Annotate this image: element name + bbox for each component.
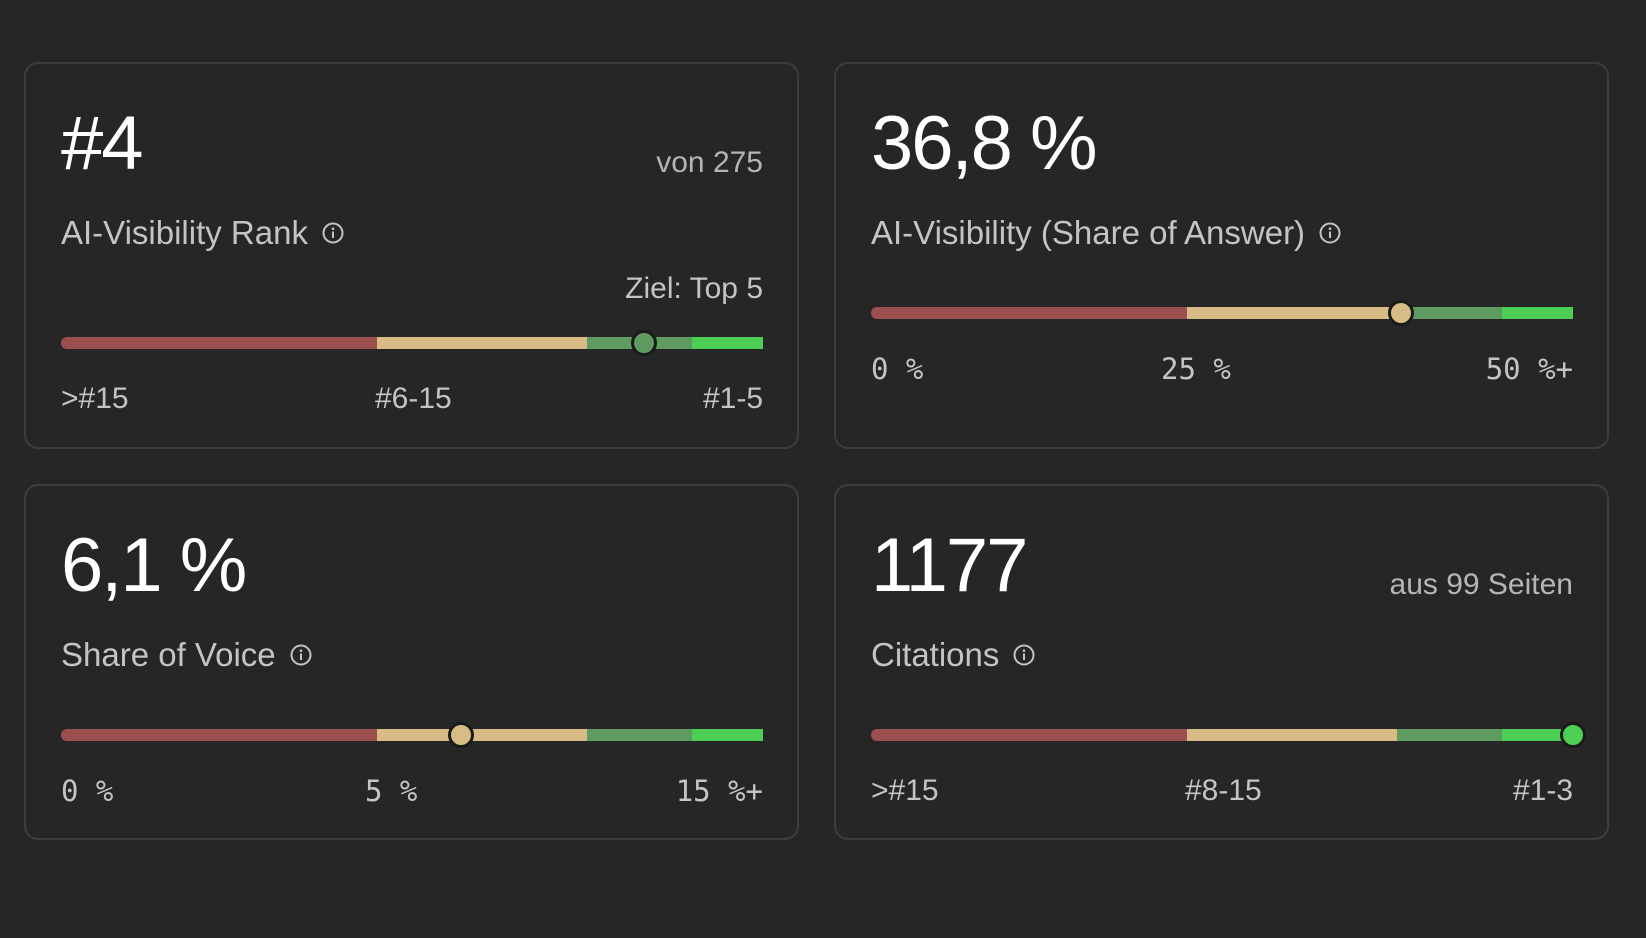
share-of-voice-scale-labels: 0 % 5 % 15 %+ [61,774,763,810]
scale-segment-bright-green [1502,729,1573,741]
tick-label: 15 %+ [675,774,763,808]
tick-label: >#15 [871,774,939,807]
scale-segment-bright-green [1502,307,1573,319]
share-of-answer-scale-bar [871,300,1573,326]
tick-label: #1-3 [1512,774,1573,807]
share-of-answer-marker [1388,300,1414,326]
info-icon[interactable] [1319,222,1341,244]
share-of-voice-card: 6,1 % Share of Voice 0 % 5 % 15 %+ [24,484,799,840]
share-of-voice-scale-bar [61,722,763,748]
scale-segment-dark-green [1397,729,1503,741]
tick-label: 0 % [61,774,114,808]
tick-label: >#15 [61,382,129,415]
scale-segment-red [871,729,1187,741]
share-of-voice-label-row: Share of Voice [61,636,312,674]
share-of-voice-marker [448,722,475,748]
share-of-voice-label: Share of Voice [61,636,276,673]
rank-goal: Ziel: Top 5 [625,272,763,305]
scale-segment-red [61,337,377,349]
scale-segment-beige [1186,307,1398,319]
scale-segment-dark-green [1397,307,1503,319]
scale-segment-red [61,729,377,741]
citations-label-row: Citations [871,636,1035,674]
rank-scale-labels: >#15 #6-15 #1-5 [61,382,763,418]
scale-segment-beige [376,337,588,349]
info-icon[interactable] [290,644,312,666]
tick-label: 0 % [871,352,924,386]
tick-label: 50 %+ [1485,352,1573,386]
citations-source-count: aus 99 Seiten [1389,568,1573,601]
rank-card: #4 von 275 AI-Visibility Rank Ziel: Top … [24,62,799,449]
rank-marker [630,330,657,356]
share-of-answer-card: 36,8 % AI-Visibility (Share of Answer) 0… [834,62,1609,449]
info-icon[interactable] [1013,644,1035,666]
share-of-answer-scale-labels: 0 % 25 % 50 %+ [871,352,1573,388]
rank-total: von 275 [656,146,763,179]
citations-scale-bar [871,722,1586,748]
info-icon[interactable] [322,222,344,244]
scale-segment-dark-green [587,729,693,741]
tick-label: #6-15 [375,382,452,415]
citations-label: Citations [871,636,1000,673]
scale-segment-bright-green [692,729,763,741]
share-of-voice-value: 6,1 % [61,523,247,608]
rank-label: AI-Visibility Rank [61,214,308,251]
citations-scale-labels: >#15 #8-15 #1-3 [871,774,1573,810]
scale-segment-beige [1186,729,1398,741]
citations-card: 1177 aus 99 Seiten Citations >#15 #8-15 … [834,484,1609,840]
scale-segment-bright-green [692,337,763,349]
scale-segment-beige [376,729,588,741]
tick-label: 25 % [1161,352,1231,386]
citations-marker [1560,722,1586,748]
citations-value: 1177 [871,523,1028,608]
share-of-answer-label: AI-Visibility (Share of Answer) [871,214,1306,251]
share-of-answer-value: 36,8 % [871,101,1098,186]
share-of-answer-label-row: AI-Visibility (Share of Answer) [871,214,1341,252]
rank-value: #4 [61,101,144,186]
tick-label: #1-5 [702,382,763,415]
scale-segment-red [871,307,1187,319]
tick-label: #8-15 [1185,774,1262,807]
tick-label: 5 % [365,774,418,808]
rank-label-row: AI-Visibility Rank [61,214,344,252]
rank-scale-bar [61,330,763,356]
